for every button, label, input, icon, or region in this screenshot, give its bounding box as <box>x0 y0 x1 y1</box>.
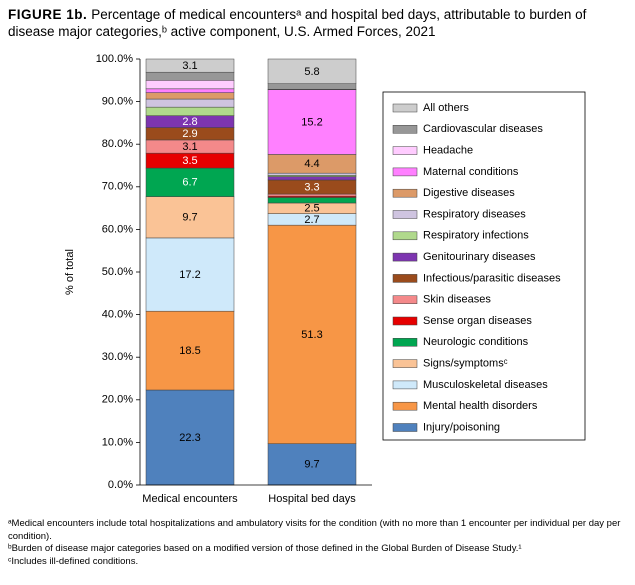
legend-swatch <box>392 103 418 113</box>
value-label: 18.5 <box>179 345 200 357</box>
y-tick-label: 30.0% <box>102 351 133 363</box>
value-label: 9.7 <box>304 459 319 471</box>
y-tick-label: 100.0% <box>96 53 134 65</box>
legend-label: Genitourinary diseases <box>423 251 536 263</box>
bar-segment <box>145 310 235 391</box>
y-tick-label: 60.0% <box>102 223 133 235</box>
value-label: 6.7 <box>182 177 197 189</box>
title: FIGURE 1b. Percentage of medical encounte… <box>8 6 628 40</box>
chart: % of total 0.0% 10.0% 20.0% 30.0% 40.0% 50.0%… <box>64 53 586 505</box>
y-axis-label: % of total <box>64 249 76 295</box>
footnotes: ᵃMedical encounters include total hospit… <box>8 518 623 568</box>
y-tick-label: 90.0% <box>102 96 133 108</box>
value-label: 2.9 <box>182 128 197 140</box>
y-tick-label: 70.0% <box>102 181 133 193</box>
figure-label: FIGURE 1b. <box>8 7 88 22</box>
legend-label: All others <box>423 102 469 114</box>
value-label: 15.2 <box>301 116 322 128</box>
legend-label: Skin diseases <box>423 294 491 306</box>
legend-swatch <box>392 380 418 390</box>
y-tick-label: 50.0% <box>102 266 133 278</box>
legend-label: Respiratory infections <box>423 230 529 242</box>
value-label: 9.7 <box>182 212 197 224</box>
value-label: 3.3 <box>304 181 319 193</box>
footnote: ᵇBurden of disease major categories base… <box>8 543 522 554</box>
y-tick-label: 10.0% <box>102 436 133 448</box>
value-label: 3.1 <box>182 141 197 153</box>
bar-segment <box>145 98 235 108</box>
value-label: 2.8 <box>182 116 197 128</box>
bar-segment <box>267 224 357 444</box>
legend-swatch <box>392 338 418 347</box>
bar-segment <box>267 172 357 176</box>
legend-label: Headache <box>423 145 473 157</box>
legend-label: Infectious/parasitic diseases <box>423 272 561 284</box>
legend-label: Neurologic conditions <box>423 336 529 348</box>
bar-segment <box>267 193 357 197</box>
legend-label: Cardiovascular diseases <box>423 123 543 135</box>
footnote: ᶜIncludes ill-defined conditions. <box>8 555 139 567</box>
legend-swatch <box>392 359 418 368</box>
value-label: 2.5 <box>304 203 319 215</box>
bar-segment <box>267 176 357 181</box>
legend-label: Respiratory diseases <box>423 208 526 220</box>
y-tick-label: 40.0% <box>102 309 133 321</box>
x-tick-label: Medical encounters <box>142 493 238 505</box>
value-label: 3.1 <box>182 60 197 72</box>
legend-swatch <box>392 274 418 283</box>
bar-segment <box>145 88 235 93</box>
legend-swatch <box>392 210 418 219</box>
footnote: ᵃMedical encounters include total hospit… <box>8 518 621 542</box>
value-label: 2.7 <box>304 214 319 226</box>
bar-segment <box>267 197 357 204</box>
bar-segment <box>267 58 357 84</box>
bar-segment <box>145 58 235 73</box>
bar-segment <box>145 92 235 100</box>
legend-label: Sense organ diseases <box>423 315 532 327</box>
y-tick-label: 20.0% <box>102 394 133 406</box>
bar-segment <box>145 237 235 312</box>
value-label: 4.4 <box>304 158 319 170</box>
legend-swatch <box>392 146 418 155</box>
bar-segment <box>145 71 235 81</box>
value-label: 5.8 <box>304 66 319 78</box>
legend-label: Digestive diseases <box>423 187 515 199</box>
bar-segment <box>267 83 357 90</box>
legend-label: Maternal conditions <box>423 166 519 178</box>
value-label: 3.5 <box>182 155 197 167</box>
bar-segment <box>267 443 357 486</box>
legend-swatch <box>392 231 418 241</box>
bar-segment <box>145 196 235 239</box>
bar-segment <box>145 106 235 116</box>
legend-swatch <box>392 125 418 134</box>
legend-label: Musculoskeletal diseases <box>423 379 548 391</box>
y-tick-label: 80.0% <box>102 138 133 150</box>
legend-swatch <box>392 167 418 177</box>
legend-swatch <box>392 252 418 262</box>
legend-swatch <box>392 295 418 304</box>
x-tick-label: Hospital bed days <box>268 493 356 505</box>
legend-label: Signs/symptomsᶜ <box>423 358 508 370</box>
y-tick-label: 0.0% <box>108 479 133 491</box>
legend-label: Injury/poisoning <box>423 421 500 433</box>
value-label: 51.3 <box>301 329 322 341</box>
value-label: 17.2 <box>179 269 200 281</box>
legend-label: Mental health disorders <box>423 400 538 412</box>
bar-segment <box>145 389 235 486</box>
legend-swatch <box>392 423 418 432</box>
legend-swatch <box>392 188 418 198</box>
bar-segment <box>267 89 357 155</box>
value-label: 22.3 <box>179 432 200 444</box>
legend-swatch <box>392 401 418 411</box>
title-text: Percentage of medical encountersᵃ and ho… <box>8 7 587 39</box>
bar-segment <box>145 167 235 197</box>
bar-segment <box>145 80 235 90</box>
legend-swatch <box>392 316 418 326</box>
